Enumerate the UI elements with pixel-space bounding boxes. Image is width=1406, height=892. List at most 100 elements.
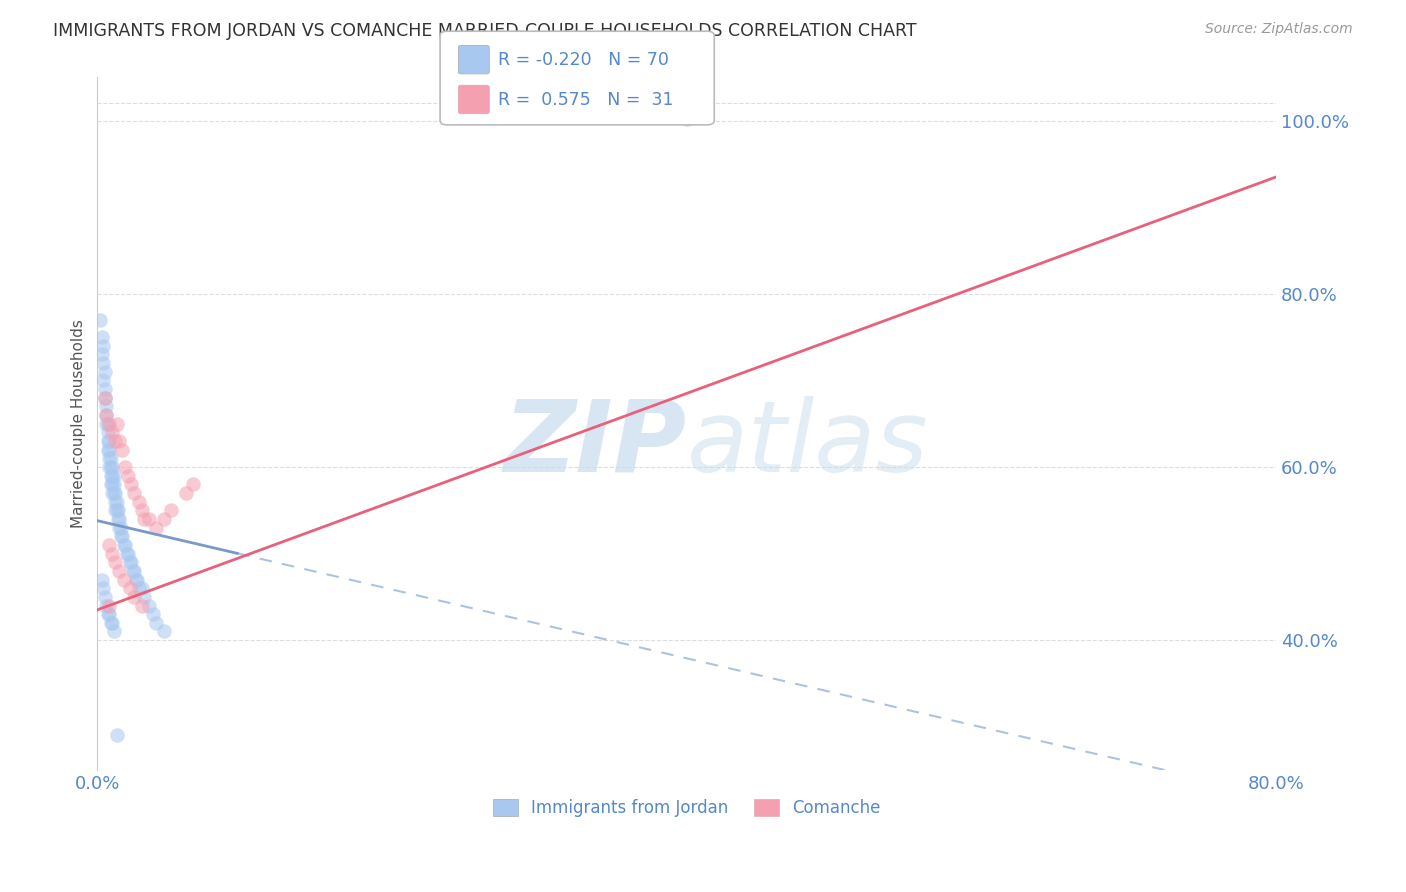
Point <box>128 494 150 508</box>
Point <box>107 503 129 517</box>
Point <box>152 624 174 639</box>
Point <box>112 538 135 552</box>
Point <box>114 460 136 475</box>
Point <box>101 615 124 630</box>
Point <box>124 573 146 587</box>
Point <box>101 425 124 440</box>
Point <box>103 477 125 491</box>
Point <box>96 408 118 422</box>
Point <box>131 581 153 595</box>
Point <box>112 573 135 587</box>
Point <box>91 356 114 370</box>
Point <box>98 460 121 475</box>
Point <box>96 408 118 422</box>
Point <box>122 486 145 500</box>
Point <box>117 547 139 561</box>
Point <box>100 615 122 630</box>
Point <box>90 347 112 361</box>
Point <box>131 503 153 517</box>
Point <box>90 573 112 587</box>
Point <box>97 442 120 457</box>
Point <box>122 590 145 604</box>
Point <box>98 607 121 622</box>
Point <box>675 112 697 126</box>
Point <box>98 599 121 613</box>
Point <box>93 365 115 379</box>
Point <box>115 547 138 561</box>
Point <box>98 538 121 552</box>
Point <box>121 564 143 578</box>
Point <box>97 434 120 448</box>
Point <box>131 599 153 613</box>
Point <box>93 391 115 405</box>
Point <box>174 486 197 500</box>
Point <box>105 494 128 508</box>
Point <box>98 451 121 466</box>
Point <box>91 373 114 387</box>
Point <box>152 512 174 526</box>
Point <box>145 520 167 534</box>
Text: ZIP: ZIP <box>503 396 686 493</box>
Point <box>103 486 125 500</box>
Point <box>98 442 121 457</box>
Point <box>93 382 115 396</box>
Point <box>122 564 145 578</box>
Point <box>134 512 156 526</box>
Point <box>105 417 128 431</box>
Point <box>97 417 120 431</box>
Point <box>127 573 149 587</box>
Point <box>105 728 128 742</box>
Point <box>98 434 121 448</box>
Text: R = -0.220   N = 70: R = -0.220 N = 70 <box>498 51 669 70</box>
Point <box>160 503 183 517</box>
Point <box>104 555 127 569</box>
Point <box>108 520 131 534</box>
Point <box>101 468 124 483</box>
Point <box>105 503 128 517</box>
Point <box>108 512 131 526</box>
Point <box>110 520 132 534</box>
Point <box>108 564 131 578</box>
Point <box>117 468 139 483</box>
Point <box>100 468 122 483</box>
Point <box>104 486 127 500</box>
Point <box>138 599 160 613</box>
Point <box>120 477 142 491</box>
Point <box>103 468 125 483</box>
Point <box>114 538 136 552</box>
Point <box>91 339 114 353</box>
Point <box>93 391 115 405</box>
Text: Source: ZipAtlas.com: Source: ZipAtlas.com <box>1205 22 1353 37</box>
Point <box>118 581 141 595</box>
Point <box>134 590 156 604</box>
Point <box>107 512 129 526</box>
Point <box>128 581 150 595</box>
Point <box>111 529 134 543</box>
Point <box>100 460 122 475</box>
Point <box>101 547 124 561</box>
Point <box>97 607 120 622</box>
Point <box>110 529 132 543</box>
Point <box>101 460 124 475</box>
Point <box>104 494 127 508</box>
Point <box>97 425 120 440</box>
Point <box>103 624 125 639</box>
Point <box>98 417 121 431</box>
Point <box>181 477 204 491</box>
Point <box>101 477 124 491</box>
Point <box>101 486 124 500</box>
Point <box>89 313 111 327</box>
Point <box>111 442 134 457</box>
Point <box>145 615 167 630</box>
Point <box>93 590 115 604</box>
Text: R =  0.575   N =  31: R = 0.575 N = 31 <box>498 91 673 109</box>
Point <box>96 599 118 613</box>
Y-axis label: Married-couple Households: Married-couple Households <box>72 319 86 528</box>
Point <box>100 477 122 491</box>
Point <box>120 555 142 569</box>
Point <box>142 607 165 622</box>
Point <box>108 434 131 448</box>
Point <box>96 417 118 431</box>
Point <box>91 581 114 595</box>
Point <box>100 451 122 466</box>
